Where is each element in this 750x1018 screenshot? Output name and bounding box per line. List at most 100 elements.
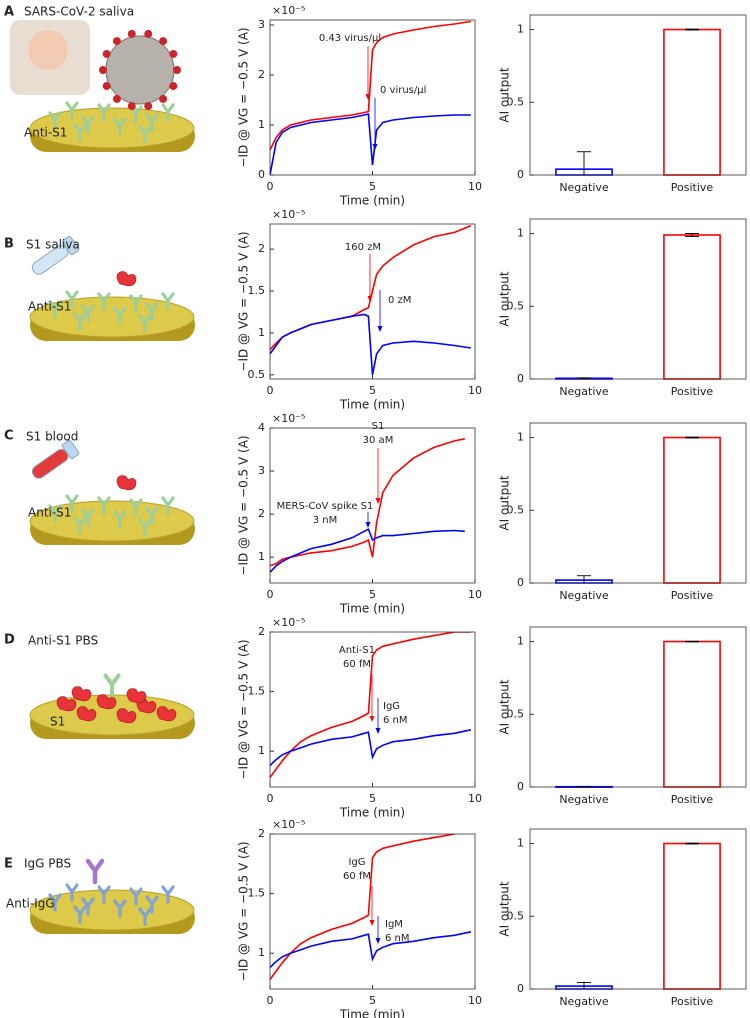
antibody-icon [81, 508, 95, 527]
x-tick-label: Positive [671, 385, 714, 398]
data-line [270, 528, 465, 573]
tube-cap [61, 439, 80, 460]
antibody-icon [81, 897, 95, 916]
sample-label: SARS-CoV-2 saliva [24, 5, 134, 19]
x-tick-label: 10 [468, 994, 482, 1007]
y-tick-label: 1.5 [248, 887, 266, 900]
antibody-icon [113, 117, 127, 136]
data-line [270, 113, 471, 175]
antibody-icon [73, 312, 87, 331]
antibody-icon [138, 907, 152, 926]
x-tick-label: 0 [267, 792, 274, 805]
surface-label: S1 [50, 715, 65, 729]
arrow-head [369, 920, 375, 926]
error-bar [685, 640, 699, 643]
plot-frame [269, 19, 476, 176]
antibody-icon [73, 905, 87, 924]
virus-spike [102, 82, 111, 91]
sample-tube [31, 235, 80, 275]
y-multiplier: ×10⁻⁵ [272, 818, 305, 831]
y-axis-label: −ID @ VG = −0.5 V (A) [237, 639, 251, 779]
x-tick-label: 0 [267, 588, 274, 601]
bar [663, 842, 721, 990]
x-tick-label: 5 [369, 384, 376, 397]
annotation: IgG [348, 857, 365, 868]
y-tick-label: 2 [258, 507, 265, 520]
antibody-icon [48, 111, 62, 130]
y-tick-label: 4 [258, 421, 265, 434]
arrow-head [365, 522, 371, 528]
antibody-icon [65, 494, 79, 513]
y-tick-label: 0.5 [248, 368, 266, 381]
y-tick-label: 0.5 [507, 707, 525, 720]
annotation: 0 zM [388, 295, 411, 306]
y-tick-label: 1 [258, 326, 265, 339]
x-tick-label: 10 [468, 180, 482, 193]
plot-frame [529, 14, 747, 176]
antibody-icon [138, 314, 152, 333]
y-tick-label: 0 [517, 372, 524, 385]
tube-cap [61, 235, 80, 256]
y-tick-label: 0 [517, 576, 524, 589]
x-tick-label: Positive [671, 793, 714, 806]
y-multiplier: ×10⁻⁵ [272, 616, 305, 629]
y-tick-label: 0 [517, 982, 524, 995]
antibody-icon [48, 893, 62, 912]
x-tick-label: 10 [468, 588, 482, 601]
antibody-icon [161, 885, 175, 904]
y-tick-label: 2 [258, 625, 265, 638]
annotation: IgG [383, 701, 400, 712]
panel-letter: A [4, 5, 14, 20]
virus-spike [169, 82, 178, 91]
protein-icon [56, 696, 77, 712]
annotation: 6 nM [385, 933, 410, 944]
error-bar [685, 233, 699, 237]
annotation: 6 nM [383, 715, 408, 726]
antibody-icon [138, 518, 152, 537]
plot-frame [529, 218, 747, 380]
antibody-icon [129, 294, 143, 313]
antibody-icon [85, 858, 105, 885]
antibody-icon [145, 895, 159, 914]
plot-frame [269, 427, 476, 584]
data-line [270, 931, 472, 969]
virus-spike [127, 29, 136, 38]
annotation: MERS-CoV spike S1 [277, 501, 374, 512]
antibody-icon [113, 306, 127, 325]
antibody-icon [97, 885, 111, 904]
protein-icon [71, 686, 92, 702]
y-tick-label: 0.5 [507, 503, 525, 516]
plot-frame [529, 828, 747, 990]
x-tick-label: 0 [267, 994, 274, 1007]
y-tick-label: 1 [258, 744, 265, 757]
annotation: 30 aM [363, 435, 394, 446]
y-tick-label: 0.5 [507, 299, 525, 312]
panel-letter: D [4, 633, 15, 648]
antibody-icon [48, 300, 62, 319]
y-tick-label: 0.5 [507, 95, 525, 108]
protein-icon [116, 708, 137, 724]
x-axis-label: Time (min) [339, 602, 405, 616]
data-line [270, 729, 472, 767]
error-bar [577, 982, 591, 989]
bar [663, 28, 721, 176]
error-bar [577, 151, 591, 175]
virus-spike [112, 94, 121, 103]
x-tick-label: Positive [671, 589, 714, 602]
y-tick-label: 1 [517, 837, 524, 850]
y-axis-label: AI output [498, 475, 512, 530]
antibody-icon [145, 302, 159, 321]
panel-letter: C [4, 429, 14, 444]
sample-label: S1 saliva [26, 238, 80, 252]
x-axis-label: Time (min) [339, 806, 405, 820]
x-tick-label: Negative [559, 793, 609, 806]
y-tick-label: 1 [258, 946, 265, 959]
y-axis-label: AI output [498, 67, 512, 122]
annotation: IgM [385, 919, 403, 930]
sample-label: Anti-S1 PBS [28, 634, 98, 648]
y-tick-label: 1 [517, 227, 524, 240]
antibody-icon [73, 123, 87, 142]
y-tick-label: 2 [258, 242, 265, 255]
